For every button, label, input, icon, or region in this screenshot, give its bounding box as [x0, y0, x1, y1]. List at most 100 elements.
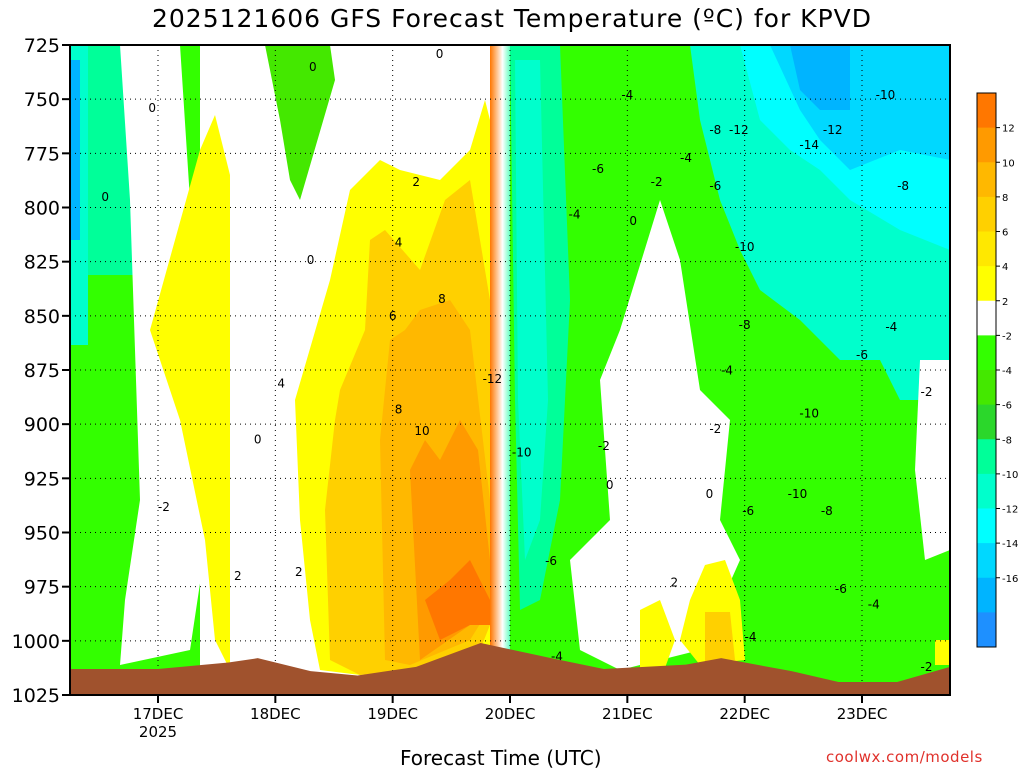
colorbar-swatch: [977, 473, 996, 509]
contour-label: 0: [606, 478, 614, 492]
contour-label: -12: [729, 123, 749, 137]
contour-label: 4: [395, 236, 403, 250]
y-tick-label: 750: [24, 89, 60, 111]
contour-label: -6: [742, 504, 754, 518]
contour-label: -6: [709, 179, 721, 193]
y-tick-label: 900: [24, 414, 60, 436]
contour-label: -10: [799, 407, 819, 421]
colorbar-swatch: [977, 370, 996, 406]
contour-label: -8: [709, 123, 721, 137]
colorbar-label: -10: [1002, 470, 1018, 481]
contour-label: -2: [709, 422, 721, 436]
y-tick-label: 725: [24, 35, 60, 57]
x-axis-label: Forecast Time (UTC): [400, 746, 602, 770]
colorbar-label: -14: [1002, 539, 1018, 550]
contour-label: -4: [868, 597, 880, 611]
contour-label: 8: [395, 402, 403, 416]
field-right-white-b: [915, 360, 950, 560]
field-warm-12: [425, 560, 500, 640]
colorbar-swatch: [977, 335, 996, 371]
field-right-cyan: [515, 60, 548, 560]
contour-label: -6: [545, 554, 557, 568]
contour-label: -6: [835, 582, 847, 596]
contour-label: -4: [680, 151, 692, 165]
x-tick-label: 17DEC: [133, 705, 184, 723]
colorbar-swatch: [977, 577, 996, 613]
field-left-coldest: [70, 60, 80, 240]
contour-label: 0: [307, 253, 315, 267]
y-tick-label: 925: [24, 468, 60, 490]
field-warm-right-c: [705, 612, 735, 662]
contour-label: 6: [389, 309, 397, 323]
contour-label: -4: [745, 630, 757, 644]
x-tick-label: 21DEC: [602, 705, 653, 723]
surface-terrain: [70, 643, 950, 695]
contour-label: 0: [101, 190, 109, 204]
colorbar-swatch: [977, 508, 996, 544]
x-tick-label: 18DEC: [250, 705, 301, 723]
contour-label: -8: [897, 179, 909, 193]
contour-label: 8: [438, 292, 446, 306]
colorbar-label: -6: [1002, 401, 1012, 412]
colorbar-swatch: [977, 231, 996, 267]
contour-label: 2: [670, 576, 678, 590]
contour-label: -2: [158, 500, 170, 514]
contour-label: 0: [254, 433, 262, 447]
contour-label: -10: [512, 446, 532, 460]
colorbar-swatch: [977, 127, 996, 163]
y-tick-label: 775: [24, 143, 60, 165]
contour-label: -6: [592, 162, 604, 176]
contour-label: 10: [414, 424, 429, 438]
temperature-field: [70, 45, 950, 695]
colorbar-swatch: [977, 439, 996, 475]
contour-label: -12: [823, 123, 843, 137]
contour-labels: 0 0 0 0 0 0 -2 2 2 4 6 8 10 8 4 2 -12 -10 -6 -4 -2 0 -4 -6 -2 0 -4…: [101, 47, 932, 674]
contour-label: -10: [788, 487, 808, 501]
contour-label: 0: [148, 101, 156, 115]
chart-title: 2025121606 GFS Forecast Temperature (ºC)…: [151, 4, 872, 33]
contour-label: 0: [436, 47, 444, 61]
colorbar-label: -12: [1002, 505, 1018, 516]
colorbar: 12 10 8 6 4 2 -2 -4 -6 -8 -10 -12 -14 -16: [976, 92, 1018, 648]
contour-label: -10: [876, 88, 896, 102]
field-right-white-a: [570, 200, 740, 670]
contour-label: -8: [739, 318, 751, 332]
y-tick-label: 825: [24, 252, 60, 274]
credit-link[interactable]: coolwx.com/models: [826, 748, 983, 766]
y-tick-label: 975: [24, 577, 60, 599]
field-right-blue-d: [790, 45, 850, 110]
colorbar-swatch: [977, 196, 996, 232]
contour-label: -4: [551, 649, 563, 663]
contour-label: -4: [621, 88, 633, 102]
contour-label: 0: [629, 214, 637, 228]
y-tick-label: 850: [24, 306, 60, 328]
colorbar-label: 10: [1002, 158, 1015, 169]
contour-label: -8: [821, 504, 833, 518]
contour-label: -2: [921, 385, 933, 399]
colorbar-swatch: [977, 543, 996, 579]
contour-label: -4: [721, 363, 733, 377]
colorbar-label: 6: [1002, 228, 1008, 239]
contour-label: -6: [856, 348, 868, 362]
contour-label: -2: [598, 439, 610, 453]
contour-label: -2: [921, 660, 933, 674]
colorbar-label: 4: [1002, 262, 1008, 273]
y-axis: 725 750 775 800 825 850 875 900 925 950 975 1000 102…: [12, 35, 70, 707]
contour-label: 0: [706, 487, 714, 501]
x-tick-label: 23DEC: [837, 705, 888, 723]
contour-label: 2: [234, 569, 242, 583]
colorbar-swatch: [977, 162, 996, 198]
colorbar-swatch: [977, 300, 996, 336]
y-tick-label: 800: [24, 198, 60, 220]
x-tick-label: 19DEC: [367, 705, 418, 723]
y-tick-label: 950: [24, 523, 60, 545]
colorbar-swatch: [977, 612, 996, 648]
contour-label: -4: [885, 320, 897, 334]
field-warm-right-b: [640, 600, 675, 668]
x-tick-label: 22DEC: [719, 705, 770, 723]
colorbar-label: -4: [1002, 366, 1012, 377]
y-tick-label: 1000: [12, 631, 60, 653]
colorbar-label: 12: [1002, 124, 1015, 135]
contour-label: -12: [483, 372, 503, 386]
